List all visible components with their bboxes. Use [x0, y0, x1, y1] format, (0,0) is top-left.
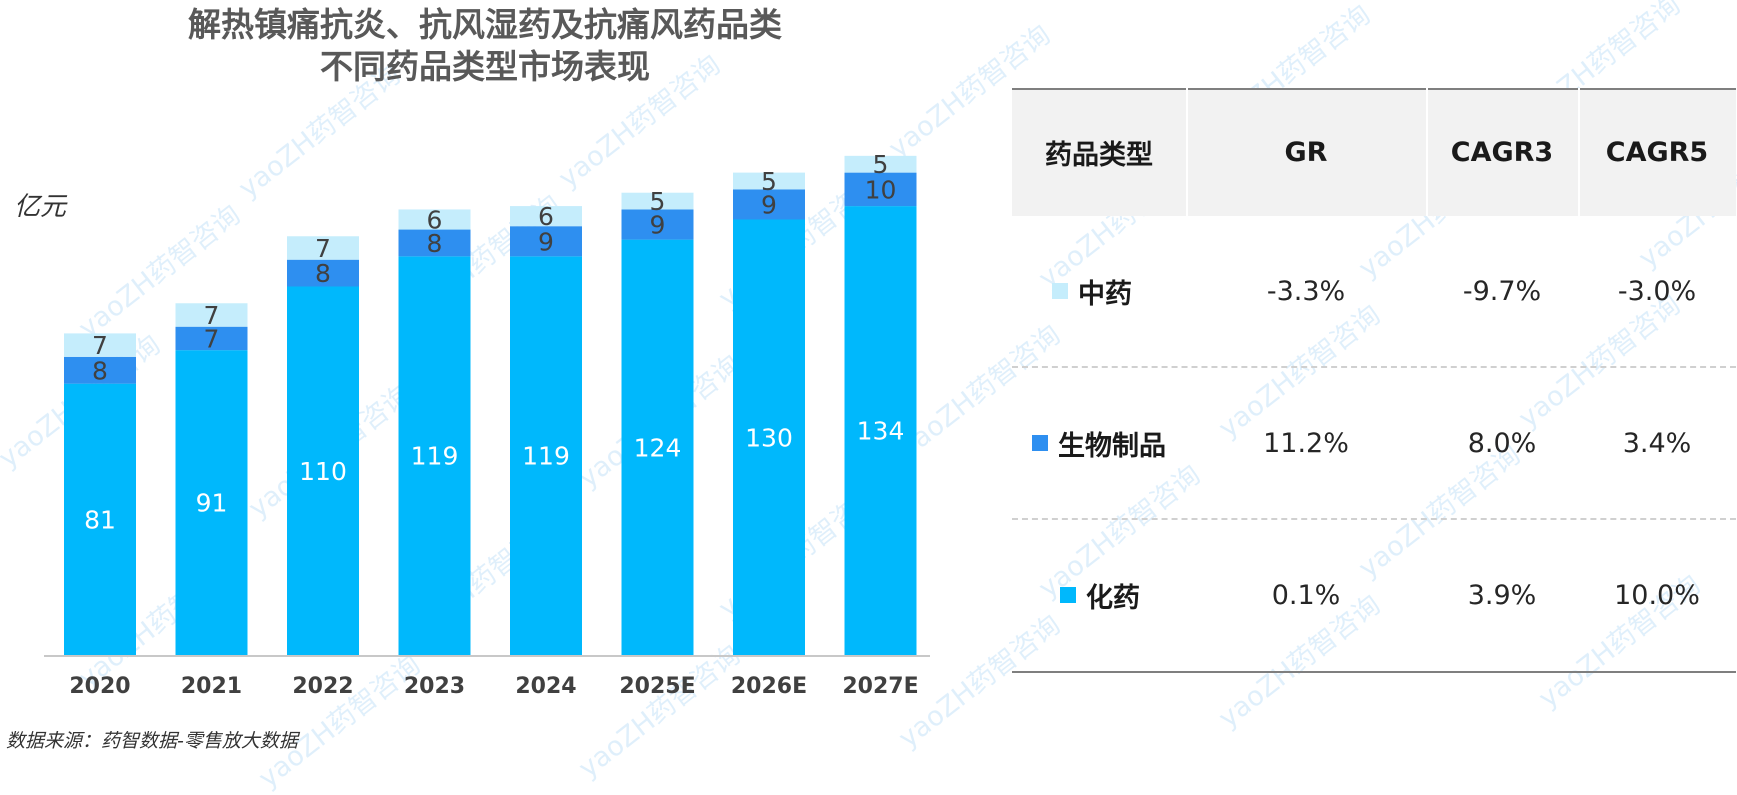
x-tick-label: 2022: [292, 674, 353, 699]
row-name: 中药: [1078, 278, 1132, 310]
cell-cagr3: 3.9%: [1467, 579, 1537, 611]
bar-segment: [398, 229, 471, 257]
x-tick-label: 2024: [515, 674, 576, 699]
data-label: 81: [84, 505, 116, 534]
data-label: 5: [650, 187, 666, 216]
data-label: 124: [634, 433, 682, 462]
data-source-note: 数据来源：药智数据-零售放大数据: [6, 730, 298, 752]
data-label: 130: [745, 423, 793, 452]
x-tick-label: 2025E: [619, 674, 695, 699]
cell-cagr5: -3.0%: [1617, 275, 1697, 307]
legend-swatch-tcm: [1052, 283, 1068, 299]
bar-segment: [844, 206, 917, 655]
bar-segment: [844, 172, 917, 207]
stacked-bar-chart: 8187202091772021110872022119862023119962…: [44, 150, 930, 699]
bar-segment: [510, 226, 582, 257]
row-label-chem: 化药: [1060, 520, 1140, 670]
data-label: 7: [315, 234, 331, 263]
bar-segment: [510, 206, 582, 227]
data-label: 119: [411, 442, 459, 471]
bar-segment: [64, 356, 136, 384]
data-label: 7: [92, 331, 108, 360]
title-line-2: 不同药品类型市场表现: [320, 47, 650, 86]
table-top-border: [1012, 88, 1736, 90]
data-label: 6: [538, 202, 554, 231]
data-label: 5: [761, 167, 777, 196]
bar-segment: [844, 155, 917, 173]
row-divider: [1012, 366, 1736, 368]
bar-segment: [733, 189, 805, 220]
data-label: 110: [299, 457, 347, 486]
cell-cagr3: 8.0%: [1467, 427, 1537, 459]
title-line-1: 解热镇痛抗炎、抗风湿药及抗痛风药品类: [188, 5, 782, 44]
cell-gr: -3.3%: [1266, 275, 1346, 307]
legend-swatch-chem: [1060, 587, 1076, 603]
header-divider: [1578, 88, 1580, 216]
data-label: 8: [427, 229, 443, 258]
data-label: 91: [196, 489, 228, 518]
row-name: 生物制品: [1058, 430, 1166, 462]
cell-gr: 11.2%: [1263, 427, 1349, 459]
bar-segment: [733, 172, 805, 190]
table-bottom-border: [1012, 671, 1736, 673]
cell-cagr3: -9.7%: [1462, 275, 1542, 307]
header-gr: GR: [1284, 136, 1328, 168]
bar-segment: [175, 350, 248, 655]
bar-segment: [287, 236, 359, 260]
cell-cagr5: 3.4%: [1622, 427, 1692, 459]
row-label-tcm: 中药: [1052, 216, 1132, 366]
x-tick-label: 2023: [404, 674, 465, 699]
y-unit-label: 亿元: [14, 192, 67, 222]
bar-segment: [287, 259, 359, 287]
header-cagr5: CAGR5: [1605, 136, 1709, 168]
bar-segment: [398, 256, 471, 655]
data-label: 7: [204, 324, 220, 353]
bar-segment: [621, 192, 694, 210]
metrics-table: 药品类型 GR CAGR3 CAGR5 中药 -3.3% -9.7% -3.0%…: [1012, 88, 1736, 673]
chart-title: 解热镇痛抗炎、抗风湿药及抗痛风药品类 不同药品类型市场表现: [120, 4, 850, 88]
bar-segment: [621, 209, 694, 240]
header-drug-type: 药品类型: [1045, 139, 1153, 171]
bar-segment: [621, 239, 694, 655]
bar-segment: [510, 256, 582, 655]
table-header-background: [1012, 88, 1736, 216]
bar-segment: [64, 333, 136, 357]
row-name: 化药: [1086, 582, 1140, 614]
bar-segment: [175, 326, 248, 351]
bar-segment: [175, 303, 248, 327]
legend-swatch-bio: [1032, 435, 1048, 451]
data-label: 9: [538, 227, 554, 256]
data-label: 5: [873, 150, 889, 179]
data-label: 7: [204, 301, 220, 330]
data-label: 119: [522, 442, 570, 471]
row-divider: [1012, 518, 1736, 520]
x-tick-label: 2027E: [842, 674, 918, 699]
x-tick-label: 2020: [69, 674, 130, 699]
data-label: 10: [865, 175, 897, 204]
data-label: 9: [650, 211, 666, 240]
header-divider: [1426, 88, 1428, 216]
cell-cagr5: 10.0%: [1614, 579, 1700, 611]
header-cagr3: CAGR3: [1450, 136, 1554, 168]
data-label: 8: [92, 356, 108, 385]
bar-segment: [733, 219, 805, 655]
data-label: 8: [315, 259, 331, 288]
bar-segment: [287, 286, 359, 655]
header-divider: [1186, 88, 1188, 216]
x-tick-label: 2026E: [731, 674, 807, 699]
x-tick-label: 2021: [181, 674, 242, 699]
row-label-bio: 生物制品: [1032, 368, 1166, 518]
bar-segment: [398, 209, 471, 230]
data-label: 6: [427, 206, 443, 235]
data-label: 9: [761, 190, 777, 219]
cell-gr: 0.1%: [1271, 579, 1341, 611]
data-label: 134: [857, 417, 905, 446]
bar-segment: [64, 383, 136, 655]
